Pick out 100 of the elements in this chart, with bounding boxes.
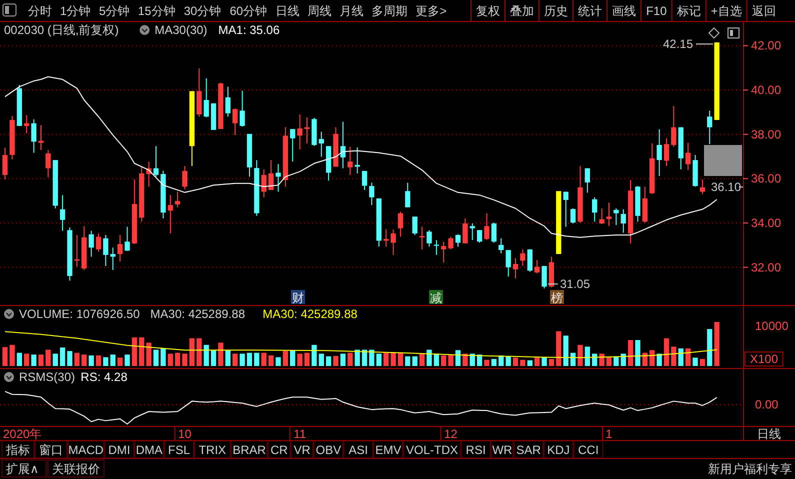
candlestick [656,128,662,177]
bar [398,352,404,366]
bar [592,354,598,366]
text: 5分钟 [98,4,130,18]
chart-title: 002030 (日线,前复权) [4,23,119,37]
bar [218,342,224,366]
bar [434,354,440,366]
bar [578,344,583,366]
bar [254,352,260,366]
x-tick-label: 1 [606,427,613,441]
bar [110,354,116,366]
text: 历史 [544,4,568,18]
bar [2,347,8,366]
bar [628,340,634,366]
candlestick [182,166,188,190]
bar [297,354,302,366]
bar [74,352,80,366]
candlestick [441,241,446,264]
bar [714,322,720,366]
text: VOL-TDX [406,443,458,457]
bar [506,356,511,366]
candlestick [664,138,670,167]
candlestick [290,128,296,162]
text: 更多> [416,4,447,18]
bar [484,360,490,366]
candlestick [584,168,590,194]
bar [189,338,195,366]
bar [168,354,173,366]
candlestick [484,212,490,241]
bar [38,354,44,366]
bar [614,356,619,366]
bar [534,358,540,366]
bar [225,350,231,366]
bar [146,342,152,366]
candlestick [88,230,94,258]
candlestick [398,211,404,238]
candlestick [369,182,374,206]
text: 周线 [308,4,332,18]
ref-line-label: 0.00 [755,398,779,412]
bar [678,348,684,366]
candlestick [462,218,468,244]
text: 返回 [752,4,776,18]
bar [362,350,368,366]
bar [548,358,554,366]
bar [24,354,30,366]
candlestick [419,226,425,250]
bar [620,354,626,366]
bar [304,352,310,366]
text: DMI [108,443,130,457]
bar [196,338,202,366]
candlestick [542,265,547,289]
candlestick [707,110,712,145]
bar [261,352,266,366]
y-tick-label: 42.00 [751,38,782,53]
annotation: 榜 [551,291,563,305]
candlestick [476,230,482,244]
chart-subtitle: MA30(30) [154,23,208,37]
text: 指标 [5,443,30,457]
bar [707,329,712,366]
text: OBV [316,443,342,457]
candlestick [570,208,576,224]
bar [60,348,66,366]
bar [204,344,209,366]
bar [246,352,252,366]
text: 10000 [755,319,789,333]
bar [390,352,396,366]
candlestick [232,108,238,136]
annotation: 减 [430,291,442,305]
bar [512,358,518,366]
text: 1分钟 [60,4,91,18]
text: ASI [348,443,368,457]
bar [426,350,432,366]
candlestick [434,240,440,256]
candlestick [506,250,511,278]
bar [405,356,410,366]
bar [606,357,612,366]
bar [685,348,691,366]
candlestick [96,232,102,252]
annotation: 36.10 [711,180,742,194]
annotation: 31.05 [560,277,590,291]
bar [419,354,425,366]
candlestick [225,86,231,118]
bar [103,357,108,366]
text: EMV [375,443,402,457]
candlestick [24,114,30,134]
text: X100 [750,352,778,366]
text: 30分钟 [184,4,222,18]
text: 60分钟 [230,4,268,18]
text: DMA [136,443,162,457]
bar [584,346,590,366]
bar [153,350,159,366]
text: SAR [516,443,542,457]
bar [96,355,102,366]
bar [82,354,87,366]
candlestick [2,147,8,180]
bar [318,354,324,366]
bar [441,355,446,366]
text: TRIX [198,443,226,457]
bar [88,355,94,366]
text: 窗口 [39,443,63,457]
